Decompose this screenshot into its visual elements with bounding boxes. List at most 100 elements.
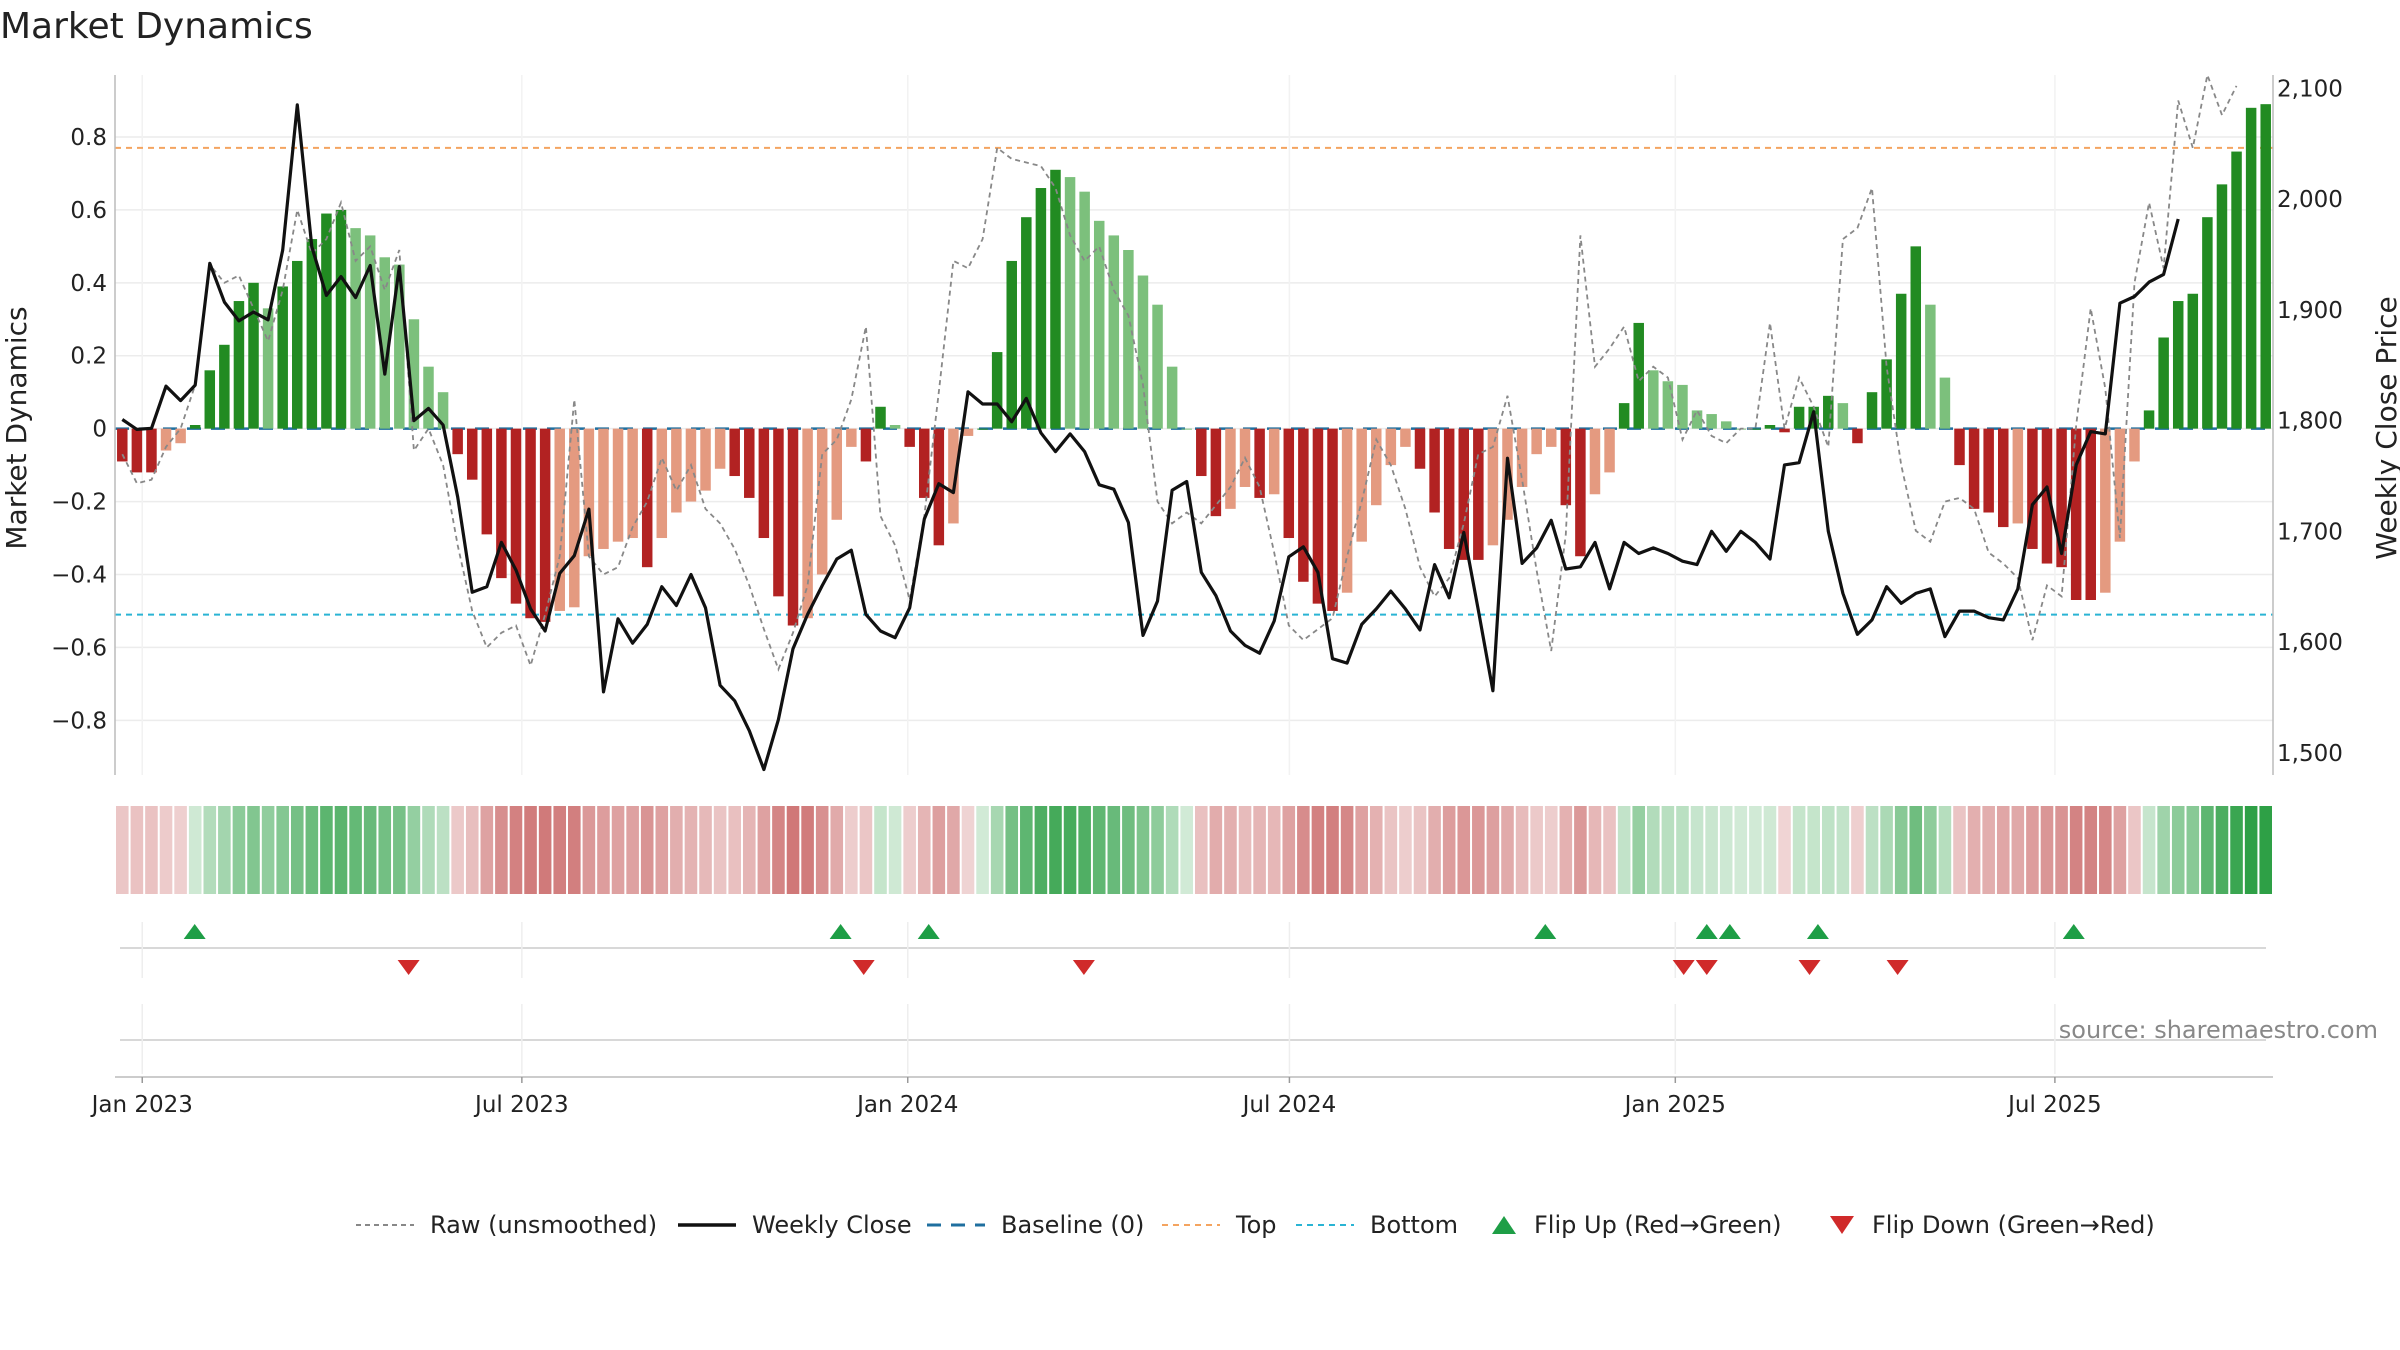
raw-series	[121, 71, 2238, 672]
flip-up-marker	[2062, 924, 2085, 939]
dynamics-bar	[350, 228, 361, 429]
regime-cell	[2026, 806, 2039, 894]
regime-cell	[2011, 806, 2025, 894]
dynamics-bar	[1021, 217, 1032, 429]
regime-cell	[1442, 806, 1456, 894]
regime-cell	[1122, 806, 1135, 894]
dynamics-bar	[1035, 188, 1047, 429]
dynamics-bar	[1531, 428, 1542, 455]
legend-label-bottom: Bottom	[1370, 1211, 1458, 1239]
dynamics-bar	[1458, 428, 1469, 560]
regime-cell	[2084, 806, 2098, 894]
regime-cell	[290, 806, 304, 894]
regime-cell	[393, 806, 406, 894]
dynamics-bar	[1998, 428, 2009, 528]
regime-cell	[2055, 806, 2068, 894]
dynamics-bar	[510, 428, 522, 604]
legend-label-flip_up: Flip Up (Red→Green)	[1534, 1211, 1782, 1239]
regime-cell	[1705, 806, 1718, 894]
dynamics-bar	[554, 428, 565, 611]
threshold-lines	[115, 146, 2273, 616]
regime-cell	[495, 806, 508, 894]
regime-cell	[1253, 806, 1266, 894]
regime-cell	[990, 806, 1004, 894]
flip-up-marker	[1695, 924, 1718, 939]
right-tick-label: 1,800	[2277, 409, 2343, 435]
dynamics-bar	[219, 344, 230, 429]
regime-cell	[961, 806, 975, 894]
dynamics-bar	[1720, 421, 1732, 429]
dynamics-bar	[2114, 428, 2126, 542]
regime-cell	[465, 806, 479, 894]
dynamics-bar	[408, 319, 420, 429]
right-tick-label: 1,500	[2277, 741, 2343, 767]
regime-cell	[699, 806, 712, 894]
x-tick-label: Jul 2025	[2006, 1092, 2102, 1118]
flip-down-marker	[1886, 960, 1909, 975]
regime-cell	[349, 806, 362, 894]
dynamics-bar	[481, 428, 493, 535]
regime-cell	[888, 806, 902, 894]
regime-cell	[1486, 806, 1500, 894]
weekly-close-line	[121, 103, 2180, 772]
dynamics-bar	[248, 282, 259, 429]
regime-cell	[538, 806, 552, 894]
dynamics-bar	[2027, 428, 2038, 549]
left-tick-label: −0.6	[51, 635, 107, 661]
dynamics-bar	[758, 428, 770, 539]
regime-cell	[1967, 806, 1981, 894]
dynamics-bar	[2085, 428, 2096, 600]
dynamics-bar	[306, 239, 318, 429]
regime-cell	[232, 806, 246, 894]
regime-cell	[1034, 806, 1048, 894]
dynamics-bar	[904, 428, 915, 447]
dynamics-bar	[1852, 428, 1863, 444]
regime-cell	[568, 806, 581, 894]
regime-cell	[1020, 806, 1033, 894]
regime-cell	[1676, 806, 1689, 894]
dynamics-bar	[1443, 428, 1455, 549]
regime-cell	[845, 806, 858, 894]
x-tick-label: Jan 2024	[855, 1092, 958, 1118]
regime-cell	[626, 806, 639, 894]
dynamics-bar	[437, 392, 449, 429]
legend-label-close: Weekly Close	[752, 1211, 912, 1239]
left-tick-label: −0.8	[51, 708, 107, 734]
dynamics-bar	[1866, 392, 1878, 429]
regime-cell	[932, 806, 946, 894]
regime-cell	[1107, 806, 1121, 894]
regime-cell	[130, 806, 144, 894]
regime-cell	[1326, 806, 1339, 894]
regime-cell	[218, 806, 231, 894]
dynamics-bar	[889, 425, 901, 429]
dynamics-bar	[948, 428, 959, 524]
dynamics-bar	[1779, 428, 1790, 433]
dynamics-bar	[1648, 370, 1659, 429]
regime-cell	[670, 806, 683, 894]
dynamics-bar	[321, 213, 332, 429]
regime-cell	[1909, 806, 1923, 894]
right-tick-label: 1,700	[2277, 519, 2343, 545]
flip-down-marker	[1672, 960, 1695, 975]
regime-cell	[640, 806, 654, 894]
dynamics-bar	[2202, 217, 2213, 429]
regime-cell	[1880, 806, 1893, 894]
regime-cell	[1661, 806, 1675, 894]
flip-up-marker	[1718, 924, 1741, 939]
flip-up-marker	[829, 924, 852, 939]
regime-cell	[1413, 806, 1427, 894]
regime-cell	[1224, 806, 1237, 894]
regime-cell	[2099, 806, 2112, 894]
flip-down-marker	[1695, 960, 1718, 975]
regime-cell	[801, 806, 814, 894]
regime-cell	[378, 806, 392, 894]
legend-label-baseline: Baseline (0)	[1001, 1211, 1144, 1239]
regime-cell	[1238, 806, 1252, 894]
dynamics-bar	[1283, 428, 1295, 539]
dynamics-bar	[2172, 301, 2184, 429]
dynamics-bar	[1706, 414, 1717, 429]
regime-cell	[2040, 806, 2054, 894]
regime-cell	[261, 806, 275, 894]
dynamics-bar	[1968, 428, 1980, 509]
